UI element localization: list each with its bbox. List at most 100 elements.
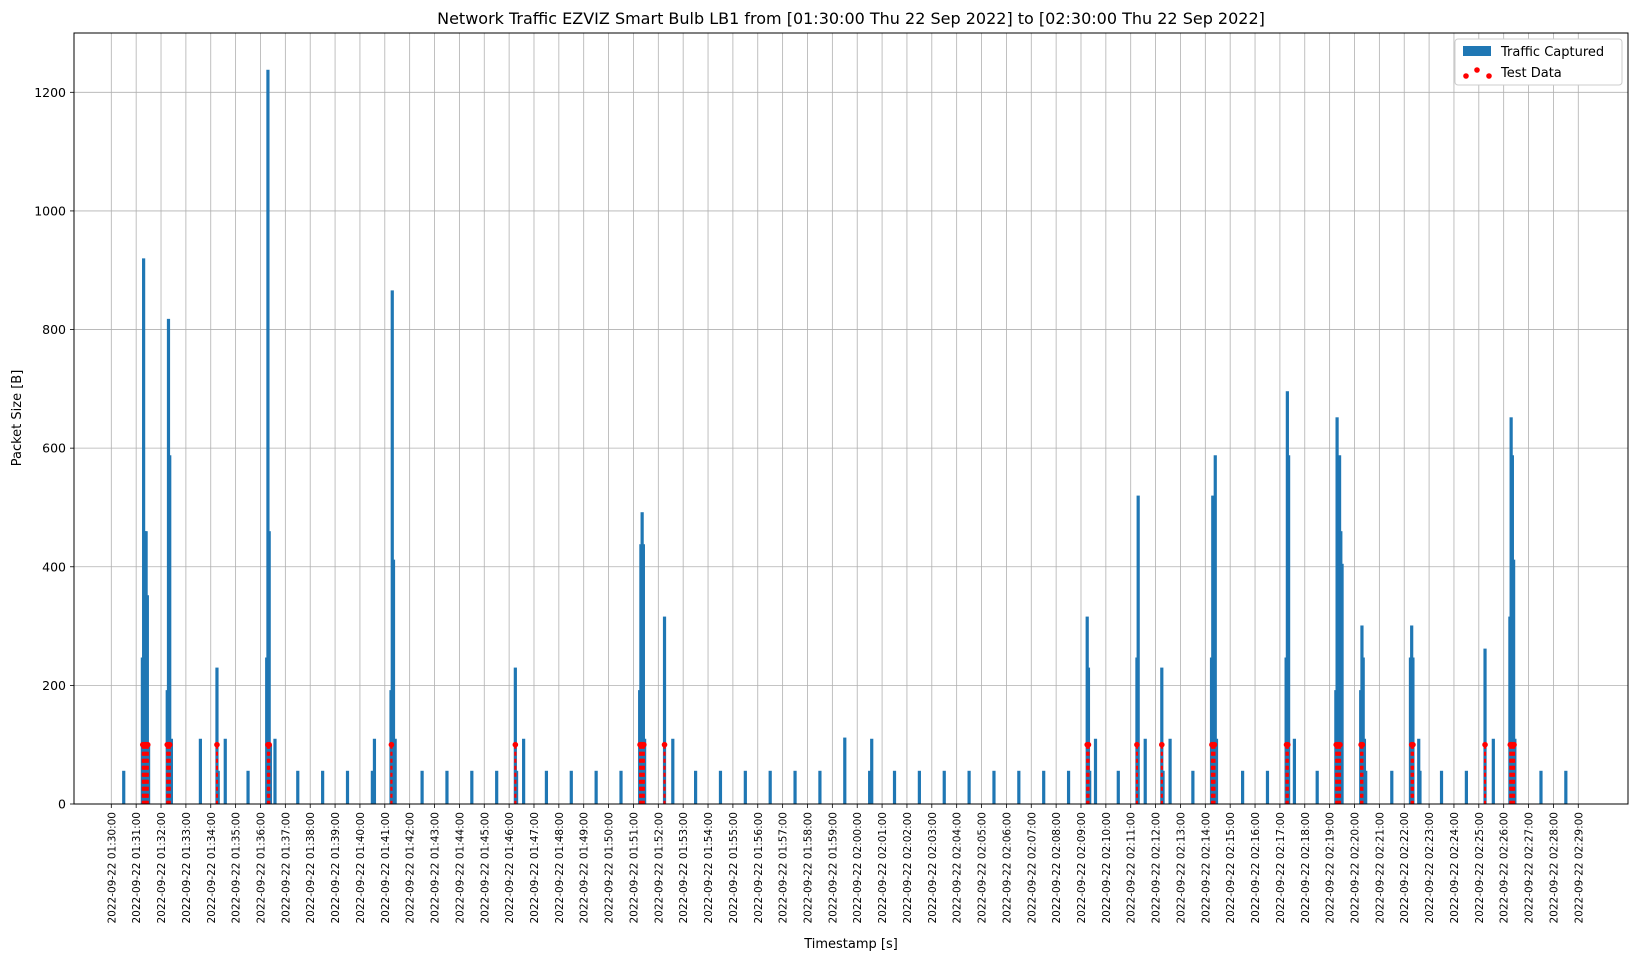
y-tick-label: 600 [42, 441, 66, 456]
x-tick-label: 2022-09-22 02:23:00 [1424, 812, 1436, 924]
traffic-bar [1439, 770, 1444, 804]
traffic-bar [1093, 738, 1098, 804]
traffic-bar [370, 770, 374, 804]
x-tick-label: 2022-09-22 02:02:00 [902, 812, 914, 924]
test-data-point [144, 741, 151, 748]
traffic-bar [1042, 770, 1046, 804]
y-tick-label: 1000 [34, 203, 66, 218]
x-tick-label: 2022-09-22 02:19:00 [1325, 812, 1337, 924]
traffic-bar [522, 738, 526, 804]
x-tick-label: 2022-09-22 02:10:00 [1101, 812, 1113, 924]
x-tick-label: 2022-09-22 01:57:00 [778, 812, 790, 924]
traffic-bar [216, 770, 220, 804]
x-tick-label: 2022-09-22 02:01:00 [877, 812, 889, 924]
traffic-bar [372, 738, 377, 804]
traffic-bar [671, 738, 675, 804]
grid [74, 33, 1628, 805]
test-data-point [1284, 741, 1291, 748]
traffic-bar [942, 770, 946, 804]
x-tick-label: 2022-09-22 01:55:00 [728, 812, 740, 924]
x-tick-label: 2022-09-22 01:48:00 [554, 812, 566, 924]
test-data-point [1085, 741, 1092, 748]
x-tick-label: 2022-09-22 02:13:00 [1175, 812, 1187, 924]
x-tick-label: 2022-09-22 01:52:00 [653, 812, 665, 924]
traffic-bar [892, 770, 897, 804]
y-tick-label: 800 [42, 322, 66, 337]
x-tick-label: 2022-09-22 02:04:00 [952, 812, 964, 924]
traffic-bar [1136, 495, 1140, 804]
test-data-point [1211, 741, 1218, 748]
x-tick-label: 2022-09-22 01:32:00 [156, 812, 168, 924]
test-data-points [139, 741, 1517, 748]
legend-dot-marker [1486, 73, 1492, 79]
x-tick-label: 2022-09-22 01:34:00 [206, 812, 218, 924]
traffic-bar [843, 737, 847, 804]
traffic-bar [215, 667, 219, 804]
traffic-bar [1161, 770, 1165, 804]
traffic-bar [514, 770, 519, 804]
traffic-bar [1513, 738, 1517, 804]
plot-frame [73, 32, 1629, 805]
traffic-bar [266, 69, 270, 805]
test-data-point [661, 741, 668, 748]
traffic-bar [390, 290, 394, 804]
x-tick-label: 2022-09-22 01:54:00 [703, 812, 715, 924]
x-tick-label: 2022-09-22 02:00:00 [852, 812, 864, 924]
x-tick-label: 2022-09-22 02:09:00 [1076, 812, 1088, 924]
traffic-bar [1066, 770, 1071, 804]
x-tick-label: 2022-09-22 02:11:00 [1126, 812, 1138, 924]
traffic-bar [662, 616, 667, 804]
x-axis: 2022-09-22 01:30:00 2022-09-22 01:31:00 20… [106, 804, 1585, 924]
x-tick-label: 2022-09-22 01:38:00 [305, 812, 317, 924]
test-data-point [388, 741, 395, 748]
x-tick-label: 2022-09-22 01:59:00 [827, 812, 839, 924]
x-tick-label: 2022-09-22 01:56:00 [753, 812, 765, 924]
x-tick-label: 2022-09-22 01:58:00 [802, 812, 814, 924]
traffic-bar [1214, 738, 1219, 804]
test-data-point [1410, 741, 1416, 748]
traffic-bar [1241, 770, 1245, 804]
x-tick-label: 2022-09-22 01:43:00 [430, 812, 442, 924]
test-data-point [214, 741, 220, 748]
traffic-bar [420, 770, 424, 804]
traffic-bar [1160, 667, 1164, 804]
traffic-bar [142, 258, 146, 804]
traffic-bar [1418, 770, 1422, 804]
traffic-bar [267, 531, 271, 804]
traffic-bar [1116, 770, 1120, 804]
traffic-bar [1213, 455, 1217, 804]
traffic-bar [967, 770, 971, 804]
traffic-bar [1287, 455, 1291, 804]
test-data-point [512, 741, 519, 748]
x-tick-label: 2022-09-22 01:36:00 [255, 812, 267, 924]
x-tick-label: 2022-09-22 02:15:00 [1225, 812, 1237, 924]
traffic-bar [513, 667, 517, 804]
traffic-bar [1491, 738, 1495, 804]
x-tick-label: 2022-09-22 02:18:00 [1300, 812, 1312, 924]
traffic-bar [445, 770, 449, 804]
traffic-bar [1086, 667, 1091, 804]
traffic-bar [1191, 770, 1195, 804]
traffic-bar [169, 738, 173, 804]
traffic-bar [1340, 563, 1344, 804]
x-tick-label: 2022-09-22 01:53:00 [678, 812, 690, 924]
x-tick-label: 2022-09-22 01:33:00 [181, 812, 193, 924]
x-tick-label: 2022-09-22 02:08:00 [1051, 812, 1063, 924]
y-tick-label: 1200 [34, 85, 66, 100]
x-tick-label: 2022-09-22 02:12:00 [1151, 812, 1163, 924]
traffic-bar [594, 770, 598, 804]
traffic-bar [273, 738, 277, 804]
test-data-point [1159, 741, 1165, 748]
test-data-point [1134, 741, 1140, 748]
legend-label-test-data: Test Data [1500, 66, 1562, 81]
traffic-bar [1539, 770, 1543, 804]
traffic-bar [393, 738, 397, 804]
traffic-bar [1088, 770, 1092, 804]
x-tick-label: 2022-09-22 01:30:00 [106, 812, 118, 924]
y-tick-label: 200 [42, 678, 66, 693]
x-tick-label: 2022-09-22 01:37:00 [280, 812, 292, 924]
traffic-bar [145, 595, 149, 804]
x-tick-label: 2022-09-22 01:42:00 [405, 812, 417, 924]
traffic-bar [768, 770, 772, 804]
